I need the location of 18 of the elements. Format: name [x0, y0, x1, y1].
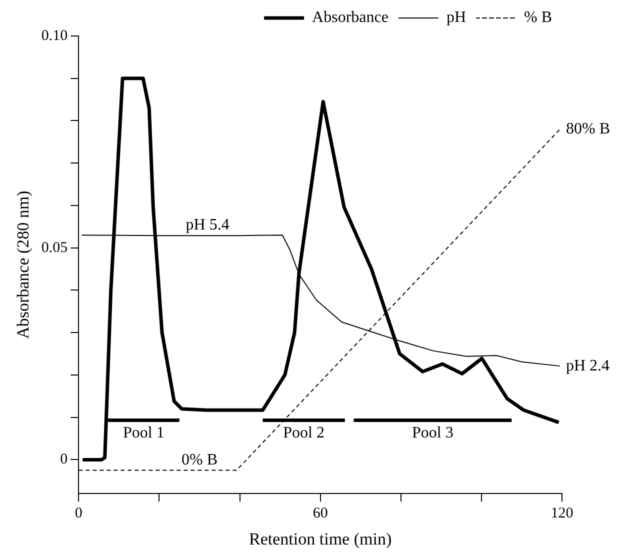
annotation: pH 5.4	[186, 216, 230, 234]
series-label: Pool 1	[123, 424, 164, 442]
legend-label: % B	[524, 9, 552, 26]
y-tick-label: 0.10	[41, 28, 68, 44]
x-tick-label: 60	[312, 506, 328, 522]
annotation: 0% B	[181, 452, 218, 468]
series-label: Pool 3	[412, 424, 454, 442]
y-tick-label: 0	[60, 452, 68, 468]
annotation: 80% B	[566, 120, 610, 138]
y-axis-title: Absorbance (280 nm)	[14, 190, 33, 339]
x-axis-title: Retention time (min)	[249, 529, 392, 548]
annotation: pH 2.4	[566, 357, 610, 374]
x-tick-label: 120	[550, 506, 574, 522]
legend-label: Absorbance	[312, 9, 388, 26]
series-label: Pool 2	[283, 424, 324, 442]
x-tick-label: 0	[74, 506, 82, 522]
y-tick-label: 0.05	[41, 240, 68, 256]
legend-label: pH	[446, 9, 466, 26]
